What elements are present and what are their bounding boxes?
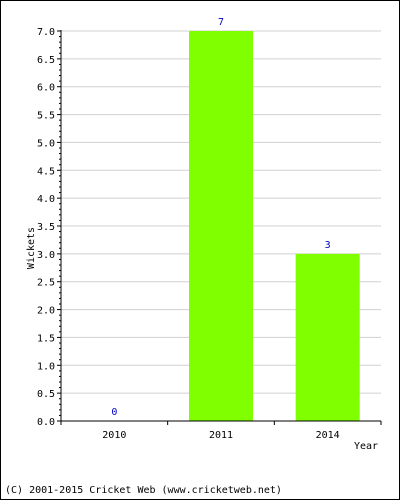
y-tick-label: 2.5 — [37, 278, 55, 289]
x-axis-label: Year — [354, 441, 378, 452]
y-tick-label: 7.0 — [37, 27, 55, 38]
y-tick-label: 1.0 — [37, 361, 55, 372]
y-tick-label: 0.5 — [37, 389, 55, 400]
data-label-2010: 0 — [111, 407, 117, 418]
data-label-2014: 3 — [325, 240, 331, 251]
y-tick-label: 2.0 — [37, 306, 55, 317]
y-tick-label: 5.0 — [37, 138, 55, 149]
y-tick-label: 1.5 — [37, 333, 55, 344]
data-labels: 0 7 3 — [111, 17, 330, 418]
x-tick-label-2014: 2014 — [316, 430, 340, 441]
y-tick-label: 6.0 — [37, 83, 55, 94]
y-tick-label: 4.0 — [37, 194, 55, 205]
y-tick-label: 0.0 — [37, 417, 55, 428]
data-label-2011: 7 — [218, 17, 224, 28]
bar-2011 — [189, 31, 253, 421]
y-tick-label: 3.0 — [37, 250, 55, 261]
x-tick-label-2010: 2010 — [102, 430, 126, 441]
y-tick-label: 6.5 — [37, 55, 55, 66]
bar-2014 — [295, 253, 360, 421]
x-tick-label-2011: 2011 — [209, 430, 233, 441]
y-tick-label: 5.5 — [37, 111, 55, 122]
y-tick-label: 4.5 — [37, 166, 55, 177]
bars — [189, 31, 360, 421]
y-ticks: 0.0 0.5 1.0 1.5 2.0 2.5 3.0 3.5 4.0 4.5 5.0 5.5 6.0 6… — [37, 27, 61, 428]
y-axis-label: Wickets — [26, 227, 37, 269]
x-ticks: 2010 2011 2014 — [60, 421, 382, 441]
y-tick-label: 3.5 — [37, 222, 55, 233]
copyright-footer: (C) 2001-2015 Cricket Web (www.cricketwe… — [5, 485, 282, 496]
